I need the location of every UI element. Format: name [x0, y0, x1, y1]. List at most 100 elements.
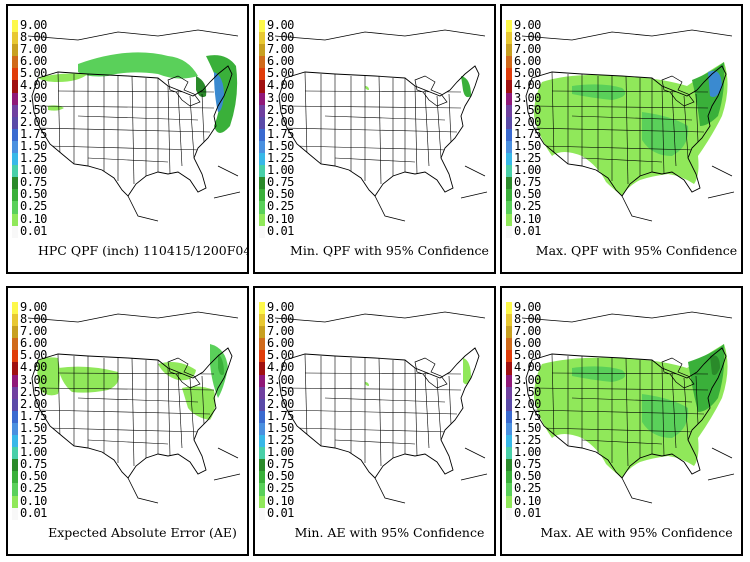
legend-swatch	[506, 302, 512, 315]
legend-row: 0.10	[506, 494, 566, 508]
legend-label: 1.50	[20, 420, 47, 435]
great-lakes	[414, 75, 448, 107]
legend-swatch	[12, 314, 18, 327]
legend-row: 0.25	[12, 200, 72, 214]
state-border	[378, 75, 382, 185]
legend-label: 1.25	[267, 433, 294, 448]
boundary-lines	[27, 311, 241, 504]
legend-swatch	[506, 140, 512, 154]
state-border	[167, 367, 171, 457]
legend-label: 6.00	[20, 336, 47, 351]
state-border	[201, 93, 205, 143]
state-border	[304, 372, 462, 375]
legend-label: 0.25	[514, 481, 541, 496]
legend-row: 4.00	[506, 79, 566, 93]
legend-label: 0.01	[20, 223, 47, 238]
legend-label: 1.25	[20, 433, 47, 448]
precip-region	[365, 86, 369, 90]
legend-label: 8.00	[20, 30, 47, 45]
legend-label: 9.00	[267, 18, 294, 32]
legend-swatch	[12, 68, 18, 81]
color-legend: 9.00 8.00 7.00 6.00 5.00 4.00 3.00 2.50 2.00 1.75…	[12, 19, 72, 238]
legend-label: 5.00	[267, 66, 294, 81]
legend-label: 2.50	[267, 102, 294, 117]
legend-swatch	[506, 128, 512, 141]
legend-row: 0.01	[506, 223, 566, 238]
legend-row: 0.50	[12, 470, 72, 484]
legend-swatch	[259, 165, 265, 178]
legend-label: 1.00	[514, 445, 541, 460]
precip-region	[642, 394, 689, 438]
panel-min-ae: 9.00 8.00 7.00 6.00 5.00 4.00 3.00 2.50 2.00 1.75…	[253, 286, 496, 556]
legend-label: 1.50	[514, 420, 541, 435]
legend-label: 2.50	[20, 384, 47, 399]
state-border	[414, 367, 418, 457]
legend-swatch	[506, 495, 512, 508]
legend-label: 0.01	[514, 223, 541, 238]
state-border	[37, 409, 211, 415]
us-map	[521, 311, 735, 504]
legend-row: 2.50	[506, 103, 566, 117]
legend-row: 1.75	[506, 127, 566, 141]
legend-row: 0.50	[506, 188, 566, 202]
state-border	[695, 375, 699, 425]
legend-swatch	[259, 302, 265, 315]
legend-row: 2.50	[12, 103, 72, 117]
legend-swatch	[259, 92, 265, 105]
legend-label: 0.10	[514, 211, 541, 226]
legend-swatch	[12, 302, 18, 315]
state-border	[284, 409, 458, 415]
boundary-lines	[274, 311, 488, 504]
legend-row: 7.00	[259, 43, 319, 57]
color-legend: 9.00 8.00 7.00 6.00 5.00 4.00 3.00 2.50 2.00 1.75…	[259, 301, 319, 520]
legend-label: 0.25	[20, 481, 47, 496]
legend-row: 2.50	[506, 385, 566, 399]
state-border	[581, 439, 663, 445]
legend-row: 5.00	[12, 349, 72, 363]
precip-region	[196, 76, 207, 98]
legend-label: 2.00	[267, 396, 294, 411]
great-lakes	[414, 357, 448, 389]
legend-swatch	[506, 153, 512, 166]
legend-swatch	[259, 350, 265, 363]
state-border	[37, 387, 215, 391]
legend-row: 9.00	[12, 301, 72, 315]
state-border	[448, 93, 452, 143]
state-border	[189, 95, 195, 159]
legend-swatch	[12, 326, 18, 339]
legend-row: 2.00	[506, 397, 566, 411]
legend-swatch	[12, 422, 18, 436]
legend-label: 0.75	[20, 175, 47, 190]
legend-row: 0.50	[12, 188, 72, 202]
legend-label: 1.25	[20, 151, 47, 166]
legend-label: 2.00	[267, 114, 294, 129]
precip-region	[642, 112, 689, 156]
state-border	[57, 353, 61, 439]
legend-row: 0.01	[12, 506, 72, 520]
legend-row: 3.00	[12, 373, 72, 387]
legend-row: 9.00	[506, 19, 566, 33]
legend-label: 1.00	[267, 163, 294, 178]
legend-row: 3.00	[506, 373, 566, 387]
legend-row: 3.00	[259, 91, 319, 105]
legend-label: 5.00	[514, 66, 541, 81]
legend-row: 0.25	[506, 481, 566, 496]
legend-swatch	[259, 104, 265, 117]
legend-label: 1.75	[267, 408, 294, 423]
us-map	[521, 29, 735, 222]
state-border	[581, 157, 663, 163]
legend-swatch	[259, 410, 265, 423]
legend-row: 4.00	[506, 361, 566, 375]
legend-row: 2.00	[12, 397, 72, 411]
legend-swatch	[12, 410, 18, 423]
precip-region	[463, 358, 471, 385]
legend-swatch	[506, 374, 512, 387]
legend-row: 0.10	[259, 494, 319, 508]
legend-swatch	[12, 213, 18, 226]
state-border	[57, 71, 61, 157]
state-border	[625, 357, 629, 467]
legend-label: 1.00	[20, 163, 47, 178]
legend-row: 5.00	[506, 349, 566, 363]
legend-label: 7.00	[20, 42, 47, 57]
legend-swatch	[506, 398, 512, 411]
